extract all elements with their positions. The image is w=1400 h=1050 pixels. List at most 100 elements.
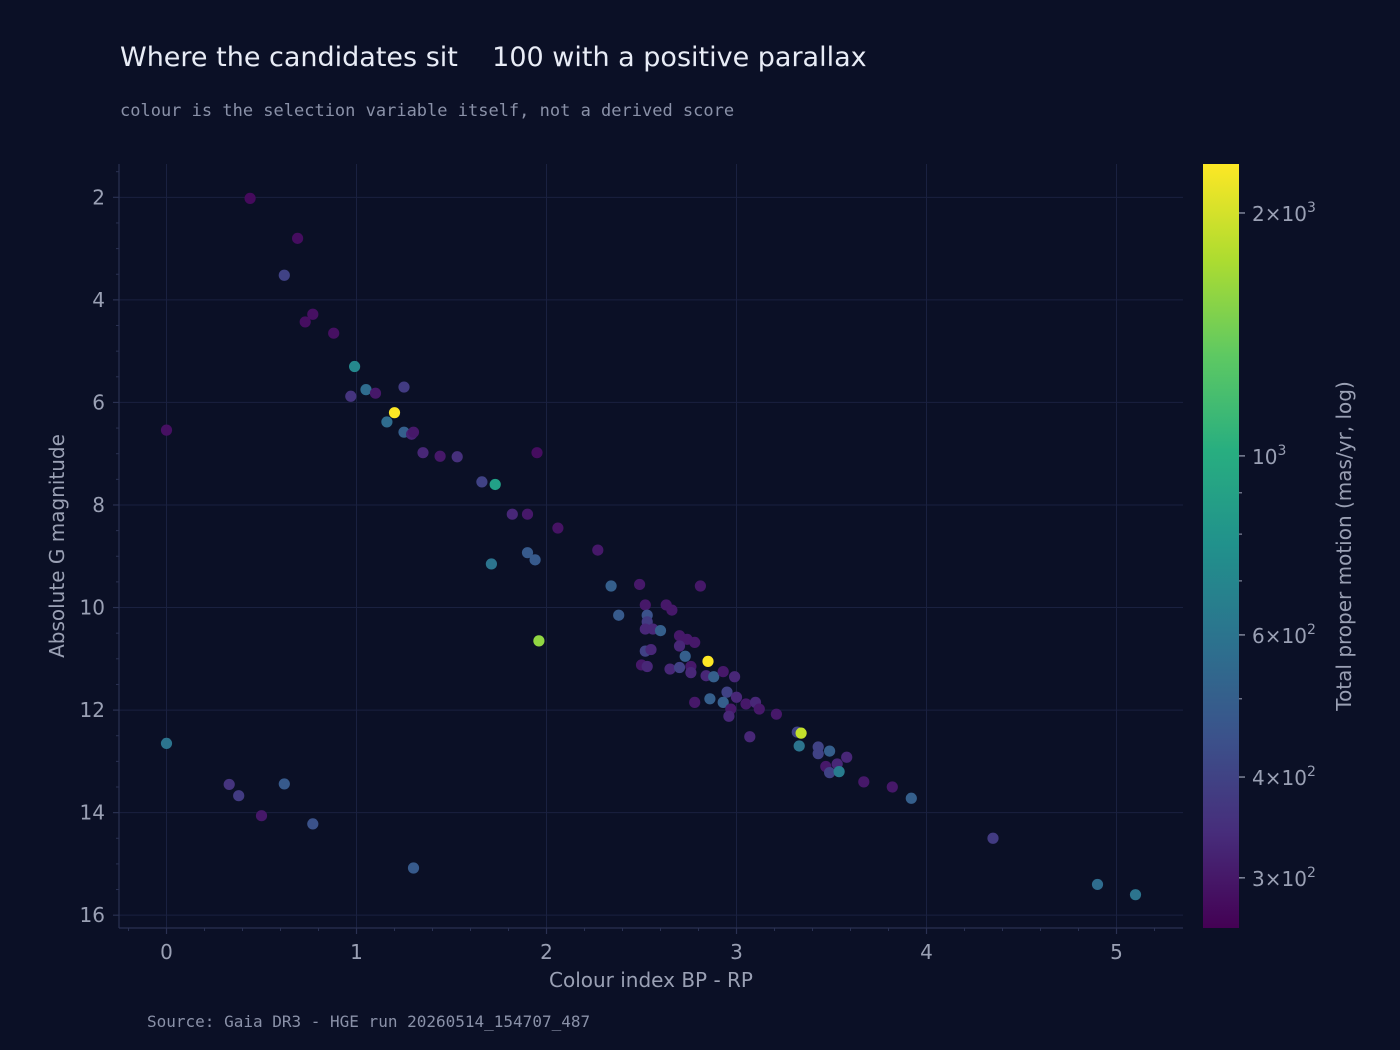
data-point	[717, 666, 729, 678]
colorbar-tick-label: 2×103	[1252, 200, 1316, 226]
data-point	[244, 192, 256, 204]
data-point	[886, 781, 898, 793]
y-tick-label: 14	[80, 801, 105, 825]
colorbar-label: Total proper motion (mas/yr, log)	[1332, 381, 1356, 712]
data-point	[592, 544, 604, 556]
data-point	[531, 447, 543, 459]
data-point	[721, 686, 733, 698]
data-point	[729, 671, 741, 683]
colorbar-gradient	[1203, 164, 1239, 928]
data-point	[689, 636, 701, 648]
colorbar	[1203, 164, 1239, 928]
data-point	[223, 778, 235, 791]
data-point	[717, 696, 729, 708]
data-point	[812, 748, 824, 760]
data-point	[417, 447, 429, 459]
data-point	[987, 832, 999, 844]
data-point	[521, 508, 534, 520]
chart-subtitle: colour is the selection variable itself,…	[120, 101, 735, 121]
data-point	[753, 703, 765, 715]
y-tick-label: 10	[80, 596, 105, 620]
data-point	[533, 635, 545, 647]
data-point	[793, 740, 805, 752]
data-point	[369, 387, 382, 399]
x-tick-label: 4	[920, 940, 933, 964]
data-point	[641, 660, 653, 673]
data-point	[689, 696, 701, 708]
y-tick-label: 12	[80, 698, 105, 722]
data-point	[476, 476, 488, 488]
data-point	[1129, 889, 1142, 901]
x-tick-label: 5	[1110, 940, 1123, 964]
data-point	[694, 580, 707, 592]
data-point	[521, 547, 534, 559]
data-point	[702, 655, 714, 667]
data-point	[299, 316, 311, 328]
data-point	[160, 424, 173, 436]
data-point	[654, 625, 667, 637]
data-point	[824, 745, 836, 757]
y-tick-label: 6	[92, 390, 105, 414]
colorbar-tick-label: 4×102	[1252, 764, 1316, 790]
data-point	[278, 269, 290, 281]
data-point	[388, 407, 401, 419]
y-tick-label: 8	[92, 493, 105, 517]
data-points	[160, 192, 1142, 901]
data-point	[740, 698, 752, 710]
data-point	[349, 360, 361, 373]
y-tick-label: 16	[80, 903, 105, 927]
x-tick-label: 2	[540, 940, 553, 964]
data-point	[398, 381, 410, 393]
data-point	[328, 327, 340, 339]
data-point	[255, 810, 268, 822]
data-point	[1091, 878, 1104, 891]
data-point	[407, 862, 420, 874]
data-point	[485, 558, 497, 570]
data-point	[381, 416, 393, 428]
y-axis-label: Absolute G magnitude	[45, 434, 69, 658]
colorbar-tick-label: 6×102	[1252, 622, 1316, 648]
data-point	[307, 818, 319, 830]
data-point	[795, 727, 807, 739]
data-point	[529, 554, 541, 566]
data-point	[730, 691, 743, 703]
data-point	[407, 426, 420, 438]
data-point	[833, 766, 845, 778]
data-point	[552, 522, 564, 534]
data-point	[708, 671, 720, 683]
data-point	[685, 667, 697, 679]
data-point	[160, 737, 173, 750]
grid-lines	[119, 164, 1183, 928]
data-point	[506, 508, 518, 520]
data-point	[704, 693, 716, 705]
data-point	[664, 663, 676, 675]
data-point	[613, 609, 625, 621]
chart-title: Where the candidates sit 100 with a posi…	[120, 42, 867, 73]
data-point	[639, 599, 651, 611]
data-point	[634, 578, 646, 591]
data-point	[233, 790, 245, 802]
x-tick-label: 3	[730, 940, 743, 964]
colorbar-tick-label: 103	[1252, 443, 1286, 469]
data-point	[451, 451, 463, 463]
data-point	[744, 731, 756, 743]
y-tick-label: 2	[92, 185, 105, 209]
x-axis-label: Colour index BP - RP	[549, 968, 753, 992]
x-tick-label: 0	[160, 940, 173, 964]
x-tick-label: 1	[350, 940, 363, 964]
data-point	[605, 580, 617, 592]
data-point	[292, 232, 304, 244]
data-point	[841, 751, 853, 763]
data-point	[905, 792, 917, 804]
data-point	[278, 778, 290, 790]
data-point	[723, 710, 735, 722]
data-point	[858, 776, 870, 788]
data-point	[434, 450, 446, 462]
data-point	[679, 650, 691, 662]
data-point	[673, 640, 686, 652]
data-point	[489, 478, 501, 491]
colorbar-tick-label: 3×102	[1252, 865, 1316, 891]
data-point	[673, 661, 686, 674]
